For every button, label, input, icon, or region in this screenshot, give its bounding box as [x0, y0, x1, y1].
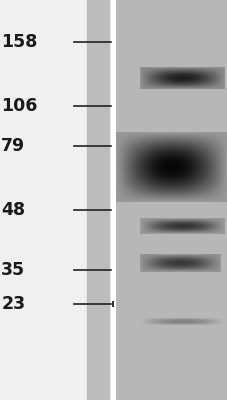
Bar	[116, 0, 227, 400]
Text: 158: 158	[1, 33, 37, 51]
Bar	[86, 0, 109, 400]
Text: 79: 79	[1, 137, 25, 155]
Bar	[110, 0, 116, 400]
Text: 35: 35	[1, 261, 25, 279]
Text: 106: 106	[1, 97, 37, 115]
Text: 23: 23	[1, 295, 25, 313]
Text: 48: 48	[1, 201, 25, 219]
